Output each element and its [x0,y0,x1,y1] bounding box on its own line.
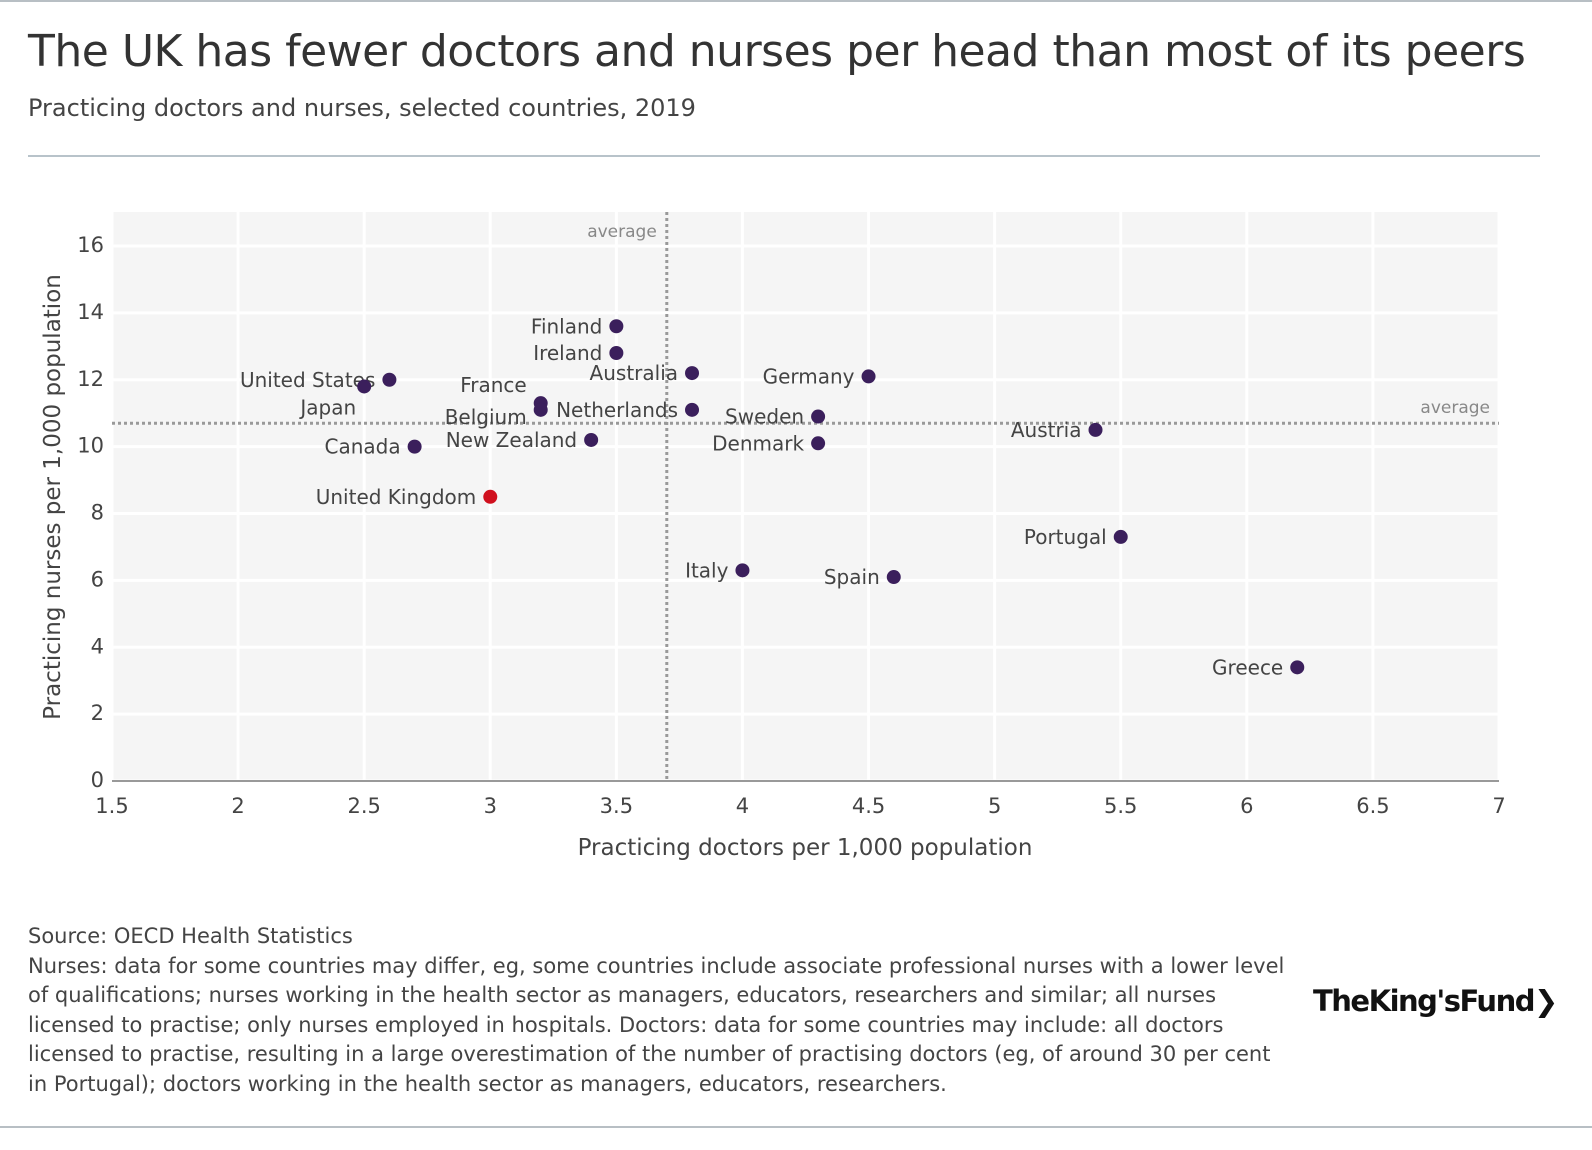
x-tick-label: 6.5 [1356,794,1389,818]
point-label: United Kingdom [316,485,477,509]
point-label: Italy [685,558,729,582]
y-tick-label: 2 [91,701,104,725]
data-point [1290,660,1305,675]
point-label: Finland [531,314,602,338]
top-border [0,0,1592,2]
y-tick-label: 12 [77,367,104,391]
point-label: Ireland [533,341,602,365]
data-point [861,369,876,384]
y-tick-label: 8 [91,501,104,525]
data-point [685,366,700,381]
x-tick-label: 7 [1492,794,1505,818]
data-point [584,432,599,447]
data-point [886,570,901,585]
data-point [735,563,750,578]
x-tick-label: 2 [231,794,244,818]
point-label: Denmark [712,431,804,455]
x-axis-title: Practicing doctors per 1,000 population [578,835,1033,861]
x-tick-label: 1.5 [95,794,128,818]
data-point [407,439,422,454]
x-tick-label: 4 [736,794,749,818]
y-axis-title: Practicing nurses per 1,000 population [40,274,66,720]
footnote: Source: OECD Health Statistics Nurses: d… [28,922,1288,1099]
point-label: Spain [824,565,880,589]
point-label: Austria [1011,418,1082,442]
y-tick-label: 0 [91,768,104,792]
data-point [609,319,624,334]
x-tick-label: 3.5 [600,794,633,818]
point-label: New Zealand [446,428,577,452]
point-label: Belgium [445,405,527,429]
x-tick-label: 3 [484,794,497,818]
data-point [382,372,397,387]
bottom-border [0,1126,1592,1128]
point-label: Germany [763,364,855,388]
scatter-plot: 1.5 2 2.5 3 3.5 4 4.5 5 5.5 6 6.5 7 0 2 4 6 8 10 12 14 16 ave… [40,212,1506,861]
point-label: Netherlands [556,398,678,422]
point-label: Sweden [725,405,804,429]
point-label: Greece [1212,655,1283,679]
point-label: Portugal [1024,525,1107,549]
note-text: Nurses: data for some countries may diff… [28,953,1285,1096]
x-tick-label: 6 [1240,794,1253,818]
y-tick-label: 10 [77,434,104,458]
data-point [685,402,700,417]
source-text: Source: OECD Health Statistics [28,924,353,948]
data-point [1113,529,1128,544]
data-point [811,436,826,451]
data-point [811,409,826,424]
plot-area [112,212,1499,781]
point-label: Australia [590,361,678,385]
point-label: United States [240,368,375,392]
average-label-y: average [1420,398,1490,418]
data-point [609,346,624,360]
average-label-x: average [587,222,657,242]
y-tick-label: 14 [77,300,104,324]
kings-fund-logo: TheKing'sFund❯ [1313,984,1558,1018]
y-tick-label: 16 [77,233,104,257]
y-tick-label: 6 [91,567,104,591]
point-label: Canada [325,435,401,459]
point-label: Japan [298,395,356,419]
point-label: France [460,373,527,397]
chart-title: The UK has fewer doctors and nurses per … [28,26,1526,77]
divider [28,155,1540,157]
data-point [533,402,548,417]
data-point [483,489,498,504]
x-tick-label: 5.5 [1104,794,1137,818]
data-point [357,379,372,394]
x-tick-label: 4.5 [852,794,885,818]
y-tick-label: 4 [91,634,104,658]
chart-subtitle: Practicing doctors and nurses, selected … [28,94,696,122]
x-tick-label: 2.5 [347,794,380,818]
x-tick-label: 5 [988,794,1001,818]
data-point [1088,422,1103,437]
